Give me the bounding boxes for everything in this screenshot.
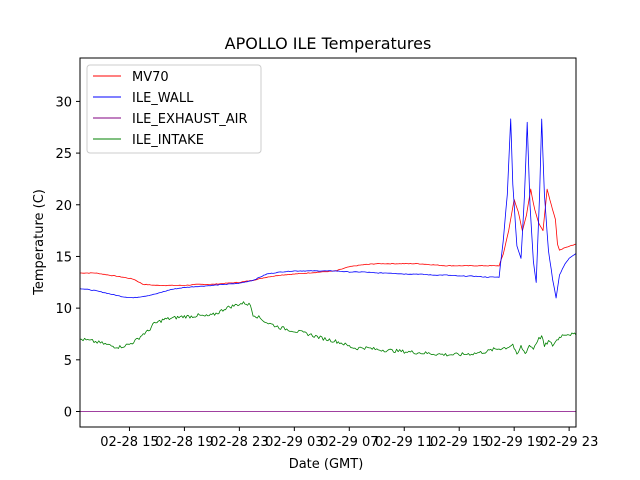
y-tick-label: 20 [55, 199, 72, 214]
x-tick-label: 02-29 07 [320, 435, 378, 450]
y-tick-label: 25 [55, 147, 72, 162]
y-axis-title: Temperature (C) [32, 189, 47, 296]
plot-frame [79, 57, 577, 428]
x-tick-label: 02-29 15 [430, 435, 488, 450]
x-tick-label: 02-28 19 [155, 435, 213, 450]
y-tick-label: 0 [64, 405, 72, 420]
x-tick-label: 02-29 03 [265, 435, 323, 450]
y-axis: 0 5 10 15 20 25 30 [55, 95, 80, 420]
chart-title: APOLLO ILE Temperatures [225, 34, 432, 53]
y-tick-label: 5 [64, 354, 72, 369]
x-tick-label: 02-29 11 [375, 435, 433, 450]
x-tick-label: 02-29 19 [485, 435, 543, 450]
x-tick-label: 02-29 23 [540, 435, 598, 450]
series-layer [79, 118, 577, 412]
legend: MV70 ILE_WALL ILE_EXHAUST_AIR ILE_INTAKE [86, 64, 262, 154]
legend-label-mv70: MV70 [132, 70, 169, 85]
series-line-ile-intake [79, 301, 577, 357]
legend-label-ile-intake: ILE_INTAKE [132, 133, 204, 148]
series-line-mv70 [80, 188, 577, 287]
x-axis-title: Date (GMT) [289, 457, 364, 472]
y-tick-label: 10 [55, 302, 72, 317]
y-tick-label: 30 [55, 95, 72, 110]
y-tick-label: 15 [55, 250, 72, 265]
legend-label-ile-exhaust-air: ILE_EXHAUST_AIR [132, 112, 248, 127]
x-tick-label: 02-28 23 [210, 435, 268, 450]
legend-box [86, 64, 262, 154]
legend-label-ile-wall: ILE_WALL [132, 91, 194, 106]
x-tick-label: 02-28 15 [100, 435, 158, 450]
legend-items: MV70 ILE_WALL ILE_EXHAUST_AIR ILE_INTAKE [93, 70, 248, 148]
series-line-ile-wall [79, 118, 577, 299]
